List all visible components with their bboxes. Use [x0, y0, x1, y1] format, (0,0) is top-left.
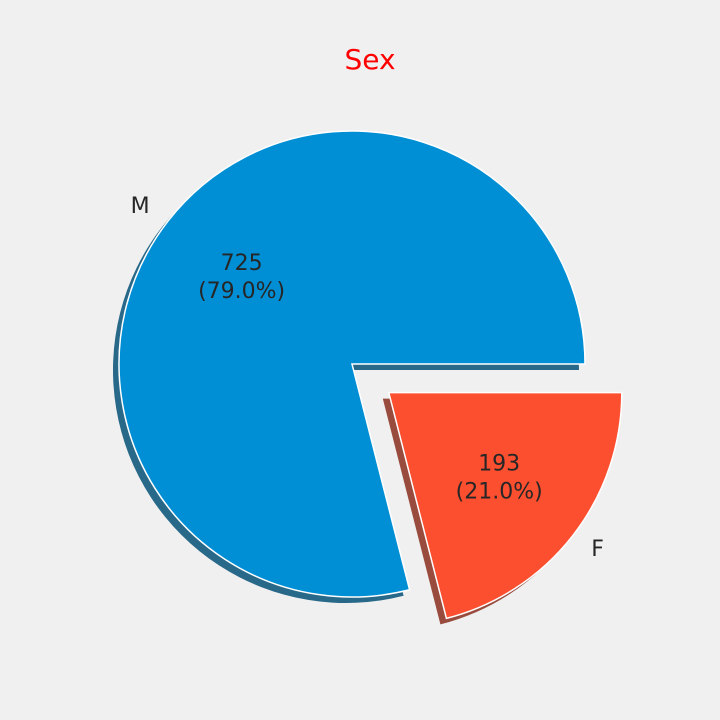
- chart-title: Sex: [344, 43, 395, 76]
- value-label-f: 193: [478, 451, 520, 476]
- value-label-m: 725: [221, 251, 263, 276]
- pie-labels: M 725 (79.0%) F 193 (21.0%): [131, 194, 604, 562]
- pie-slice-m: [118, 130, 586, 598]
- percent-label-f: (21.0%): [456, 479, 543, 504]
- category-label-m: M: [131, 194, 150, 219]
- pie-slices: [118, 130, 623, 620]
- category-label-f: F: [591, 537, 604, 562]
- pie-slice-f: [387, 391, 623, 620]
- percent-label-m: (79.0%): [198, 279, 285, 304]
